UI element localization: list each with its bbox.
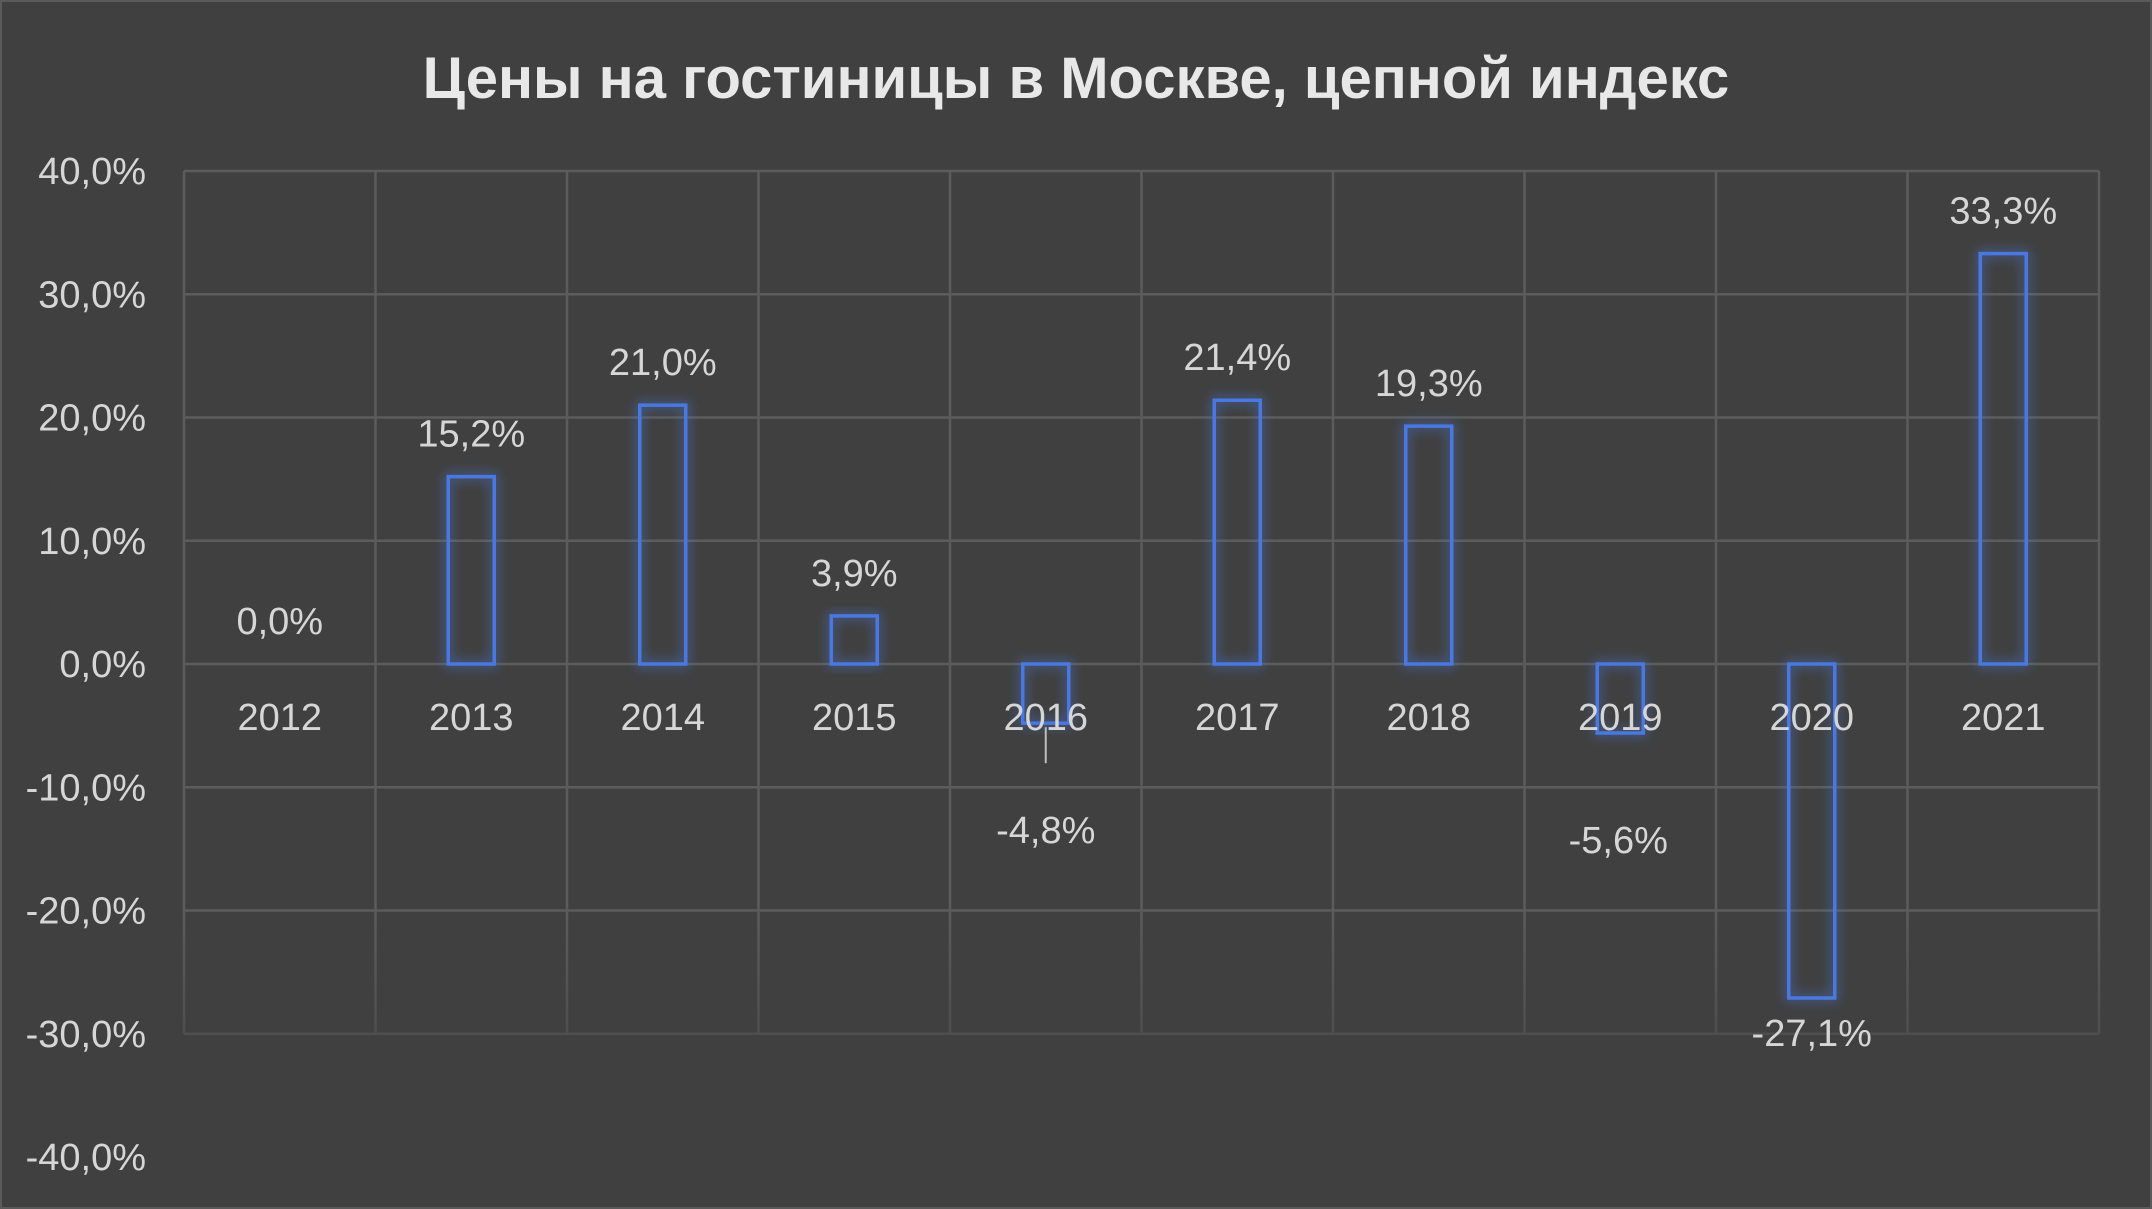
bar-2013 bbox=[446, 474, 496, 666]
chart-title: Цены на гостиницы в Москве, цепной индек… bbox=[423, 46, 1730, 111]
x-tick-label: 2013 bbox=[429, 697, 514, 739]
data-label-2017: 21,4% bbox=[1183, 337, 1291, 379]
data-label-2021: 33,3% bbox=[1949, 191, 2057, 233]
x-tick-label: 2012 bbox=[237, 697, 322, 739]
data-label-2014: 21,0% bbox=[609, 342, 717, 384]
bar-2021 bbox=[1978, 251, 2028, 666]
x-axis: 2012 2013 2014 2015 2016 2017 2018 2019 2020 2021 bbox=[237, 697, 2045, 739]
y-tick-label: -30,0% bbox=[26, 1014, 146, 1056]
y-axis: 40,0% 30,0% 20,0% 10,0% 0,0% -10,0% -20,0% -30,… bbox=[26, 151, 146, 1179]
y-tick-label: 10,0% bbox=[38, 521, 146, 563]
x-tick-label: 2019 bbox=[1578, 697, 1663, 739]
grid-fade bbox=[180, 910, 2103, 1157]
bar-2020 bbox=[1787, 662, 1837, 1000]
y-tick-label: 0,0% bbox=[59, 644, 146, 686]
x-tick-label: 2020 bbox=[1769, 697, 1854, 739]
data-label-2016: -4,8% bbox=[996, 810, 1095, 852]
bar-2017 bbox=[1212, 398, 1262, 666]
data-label-2020: -27,1% bbox=[1752, 1013, 1872, 1055]
y-tick-label: -20,0% bbox=[26, 891, 146, 933]
y-tick-label: -10,0% bbox=[26, 767, 146, 809]
y-tick-label: 30,0% bbox=[38, 274, 146, 316]
bar-2018 bbox=[1404, 424, 1454, 666]
gridlines bbox=[180, 169, 2103, 1157]
x-tick-label: 2015 bbox=[812, 697, 897, 739]
y-tick-label: -40,0% bbox=[26, 1137, 146, 1179]
bar-2016 bbox=[1021, 662, 1071, 725]
bar-2015 bbox=[829, 614, 879, 666]
bars bbox=[446, 251, 2028, 1000]
data-label-2012: 0,0% bbox=[236, 601, 323, 643]
x-tick-label: 2017 bbox=[1195, 697, 1280, 739]
data-label-2015: 3,9% bbox=[811, 553, 898, 595]
bar-2019 bbox=[1595, 662, 1645, 735]
x-tick-label: 2018 bbox=[1386, 697, 1471, 739]
y-tick-label: 40,0% bbox=[38, 151, 146, 193]
x-tick-label: 2014 bbox=[620, 697, 705, 739]
y-tick-label: 20,0% bbox=[38, 398, 146, 440]
x-tick-label: 2021 bbox=[1961, 697, 2046, 739]
data-labels: 0,0% 15,2% 21,0% 3,9% -4,8% 21,4% 19,3% -5,6% -2… bbox=[236, 191, 2057, 1055]
data-label-2018: 19,3% bbox=[1375, 363, 1483, 405]
bar-2014 bbox=[638, 403, 688, 666]
data-label-2013: 15,2% bbox=[417, 414, 525, 456]
data-label-2019: -5,6% bbox=[1569, 820, 1668, 862]
